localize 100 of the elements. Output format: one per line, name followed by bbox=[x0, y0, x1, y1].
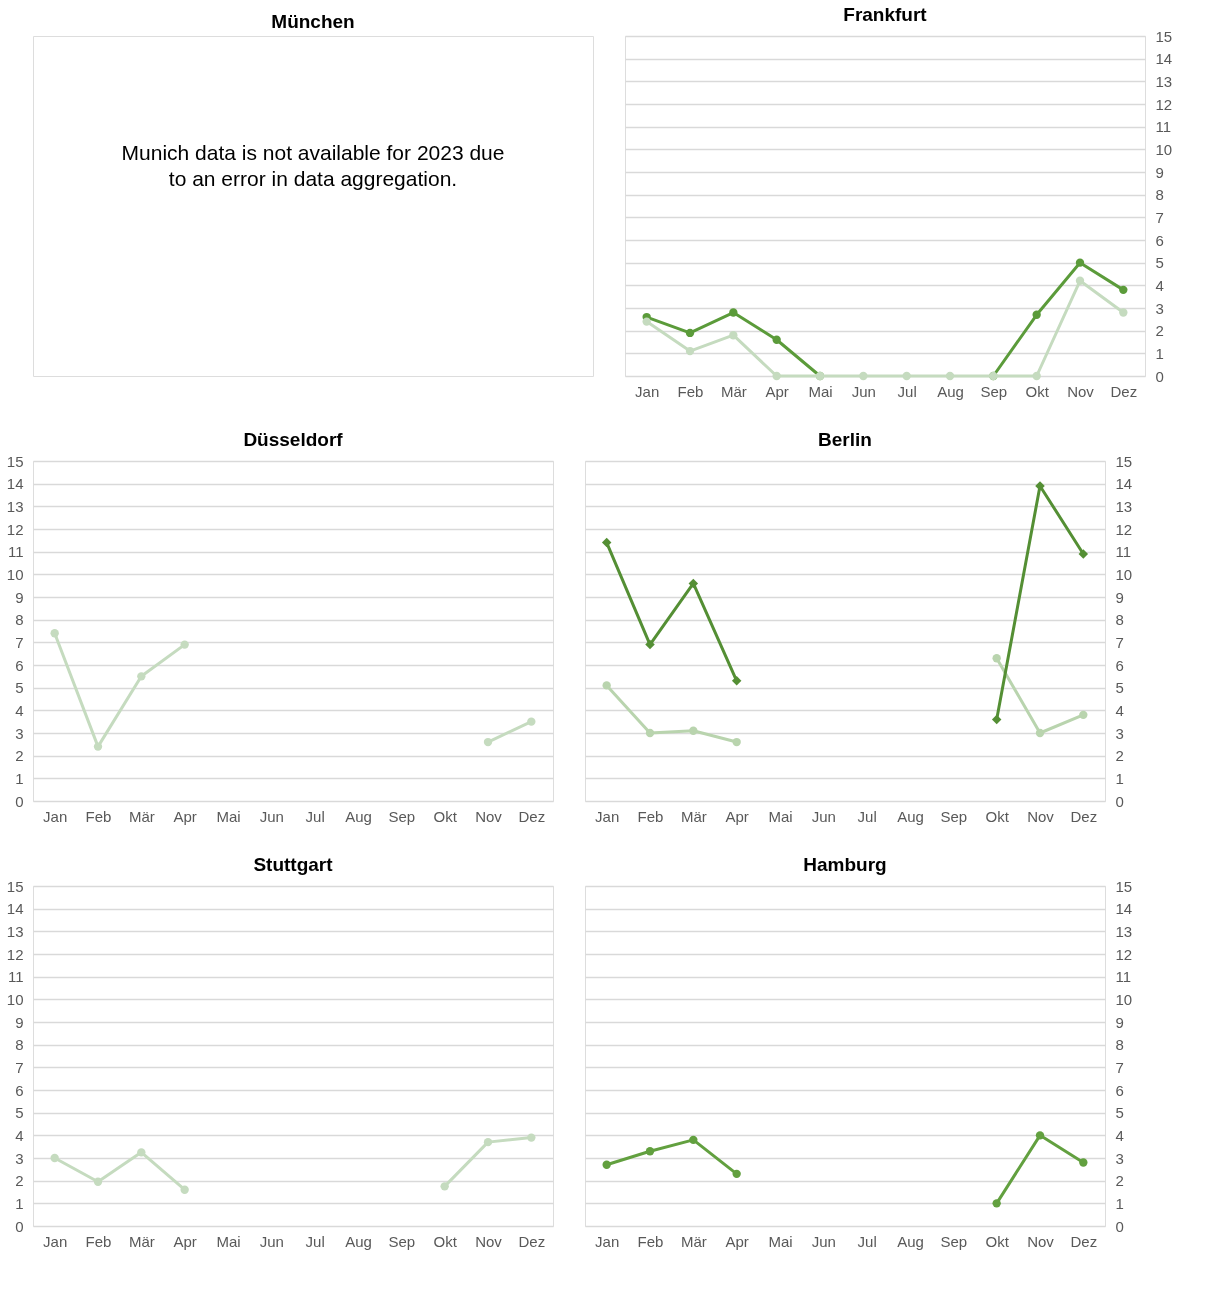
y-tick-label: 12 bbox=[1155, 95, 1173, 113]
x-tick-label: Dez bbox=[1110, 382, 1138, 400]
x-tick-label: Nov bbox=[1027, 1232, 1055, 1250]
point bbox=[992, 1199, 1001, 1208]
x-tick-label: Apr bbox=[173, 1232, 197, 1250]
y-tick-label: 13 bbox=[1115, 497, 1133, 515]
x-tick-label: Mai bbox=[216, 1232, 241, 1250]
y-tick-label: 13 bbox=[1115, 922, 1133, 940]
y-tick-label: 9 bbox=[1115, 1013, 1124, 1031]
y-tick-label: 8 bbox=[15, 611, 24, 629]
point bbox=[180, 640, 189, 649]
x-tick-label: Nov bbox=[1027, 807, 1055, 825]
x-tick-label: Jan bbox=[595, 1232, 620, 1250]
x-tick-label: Jan bbox=[595, 807, 620, 825]
y-tick-label: 7 bbox=[1155, 208, 1164, 226]
y-tick-label: 0 bbox=[15, 1217, 24, 1235]
x-tick-label: Sep bbox=[980, 382, 1008, 400]
y-tick-label: 4 bbox=[1155, 276, 1164, 294]
x-tick-label: Feb bbox=[677, 382, 704, 400]
point bbox=[1032, 371, 1041, 381]
x-tick-label: Jul bbox=[857, 1232, 877, 1250]
x-tick-label: Feb bbox=[637, 807, 664, 825]
y-tick-label: 15 bbox=[1115, 452, 1133, 470]
point bbox=[1035, 1131, 1045, 1140]
point bbox=[1035, 728, 1045, 738]
y-tick-label: 10 bbox=[1115, 565, 1133, 583]
chart-title: Hamburg bbox=[803, 854, 887, 875]
x-tick-label: Dez bbox=[518, 1232, 546, 1250]
y-tick-label: 14 bbox=[6, 475, 24, 493]
x-tick-label: Mär bbox=[128, 1232, 155, 1250]
y-tick-label: 6 bbox=[1115, 656, 1124, 674]
x-tick-label: Jan bbox=[635, 382, 660, 400]
x-tick-label: Aug bbox=[897, 807, 924, 825]
point bbox=[137, 1148, 146, 1157]
chart-title: Düsseldorf bbox=[243, 429, 344, 450]
y-tick-label: 3 bbox=[15, 1149, 24, 1167]
point bbox=[483, 1137, 493, 1147]
x-tick-label: Aug bbox=[345, 1232, 372, 1250]
point bbox=[1119, 285, 1128, 295]
y-tick-label: 7 bbox=[15, 633, 24, 651]
point bbox=[137, 672, 146, 681]
y-tick-label: 4 bbox=[15, 701, 24, 719]
y-tick-label: 8 bbox=[1155, 186, 1164, 204]
point bbox=[685, 346, 695, 356]
point bbox=[945, 371, 955, 381]
x-tick-label: Mär bbox=[720, 382, 747, 400]
y-tick-label: 5 bbox=[15, 1104, 24, 1122]
point bbox=[685, 328, 695, 338]
y-tick-label: 6 bbox=[15, 656, 24, 674]
point bbox=[902, 371, 911, 381]
x-tick-label: Mär bbox=[128, 807, 155, 825]
x-tick-label: Okt bbox=[433, 807, 458, 825]
y-tick-label: 15 bbox=[1115, 877, 1133, 895]
x-tick-label: Apr bbox=[765, 382, 789, 400]
y-tick-label: 10 bbox=[6, 565, 24, 583]
y-tick-label: 7 bbox=[15, 1058, 24, 1076]
y-tick-label: 10 bbox=[1115, 990, 1133, 1008]
y-tick-label: 2 bbox=[15, 1172, 24, 1190]
y-tick-label: 13 bbox=[1155, 72, 1173, 90]
y-tick-label: 1 bbox=[15, 769, 24, 787]
point bbox=[180, 1185, 189, 1194]
x-tick-label: Okt bbox=[1025, 382, 1050, 400]
x-tick-label: Mai bbox=[808, 382, 833, 400]
x-tick-label: Mai bbox=[216, 807, 241, 825]
y-tick-label: 5 bbox=[1115, 679, 1124, 697]
point bbox=[772, 371, 781, 381]
y-tick-label: 4 bbox=[1115, 1126, 1124, 1144]
point bbox=[729, 331, 738, 340]
y-tick-label: 8 bbox=[1115, 611, 1124, 629]
x-tick-label: Dez bbox=[1070, 1232, 1098, 1250]
point bbox=[992, 654, 1001, 663]
y-tick-label: 1 bbox=[1115, 1194, 1124, 1212]
x-tick-label: Sep bbox=[940, 1232, 968, 1250]
x-tick-label: Mai bbox=[768, 1232, 793, 1250]
x-tick-label: Feb bbox=[637, 1232, 664, 1250]
y-tick-label: 0 bbox=[1155, 367, 1164, 385]
x-tick-label: Jul bbox=[305, 1232, 325, 1250]
y-tick-label: 11 bbox=[7, 968, 24, 986]
x-tick-label: Jul bbox=[897, 382, 917, 400]
x-tick-label: Apr bbox=[725, 807, 749, 825]
y-tick-label: 5 bbox=[1115, 1104, 1124, 1122]
y-tick-label: 4 bbox=[1115, 701, 1124, 719]
y-tick-label: 3 bbox=[15, 724, 24, 742]
point bbox=[1078, 549, 1089, 559]
y-tick-label: 2 bbox=[1155, 322, 1164, 340]
point bbox=[440, 1182, 449, 1191]
y-tick-label: 11 bbox=[1115, 968, 1132, 986]
y-tick-label: 5 bbox=[15, 679, 24, 697]
point bbox=[772, 335, 781, 344]
point bbox=[1075, 276, 1085, 285]
x-tick-label: Aug bbox=[345, 807, 372, 825]
y-tick-label: 10 bbox=[1155, 140, 1173, 158]
x-tick-label: Nov bbox=[1067, 382, 1095, 400]
y-tick-label: 12 bbox=[6, 945, 24, 963]
y-tick-label: 11 bbox=[1155, 118, 1172, 136]
point bbox=[527, 1133, 536, 1142]
point bbox=[93, 1177, 103, 1186]
y-tick-label: 13 bbox=[6, 497, 24, 515]
point bbox=[645, 728, 655, 738]
x-tick-label: Dez bbox=[1070, 807, 1098, 825]
